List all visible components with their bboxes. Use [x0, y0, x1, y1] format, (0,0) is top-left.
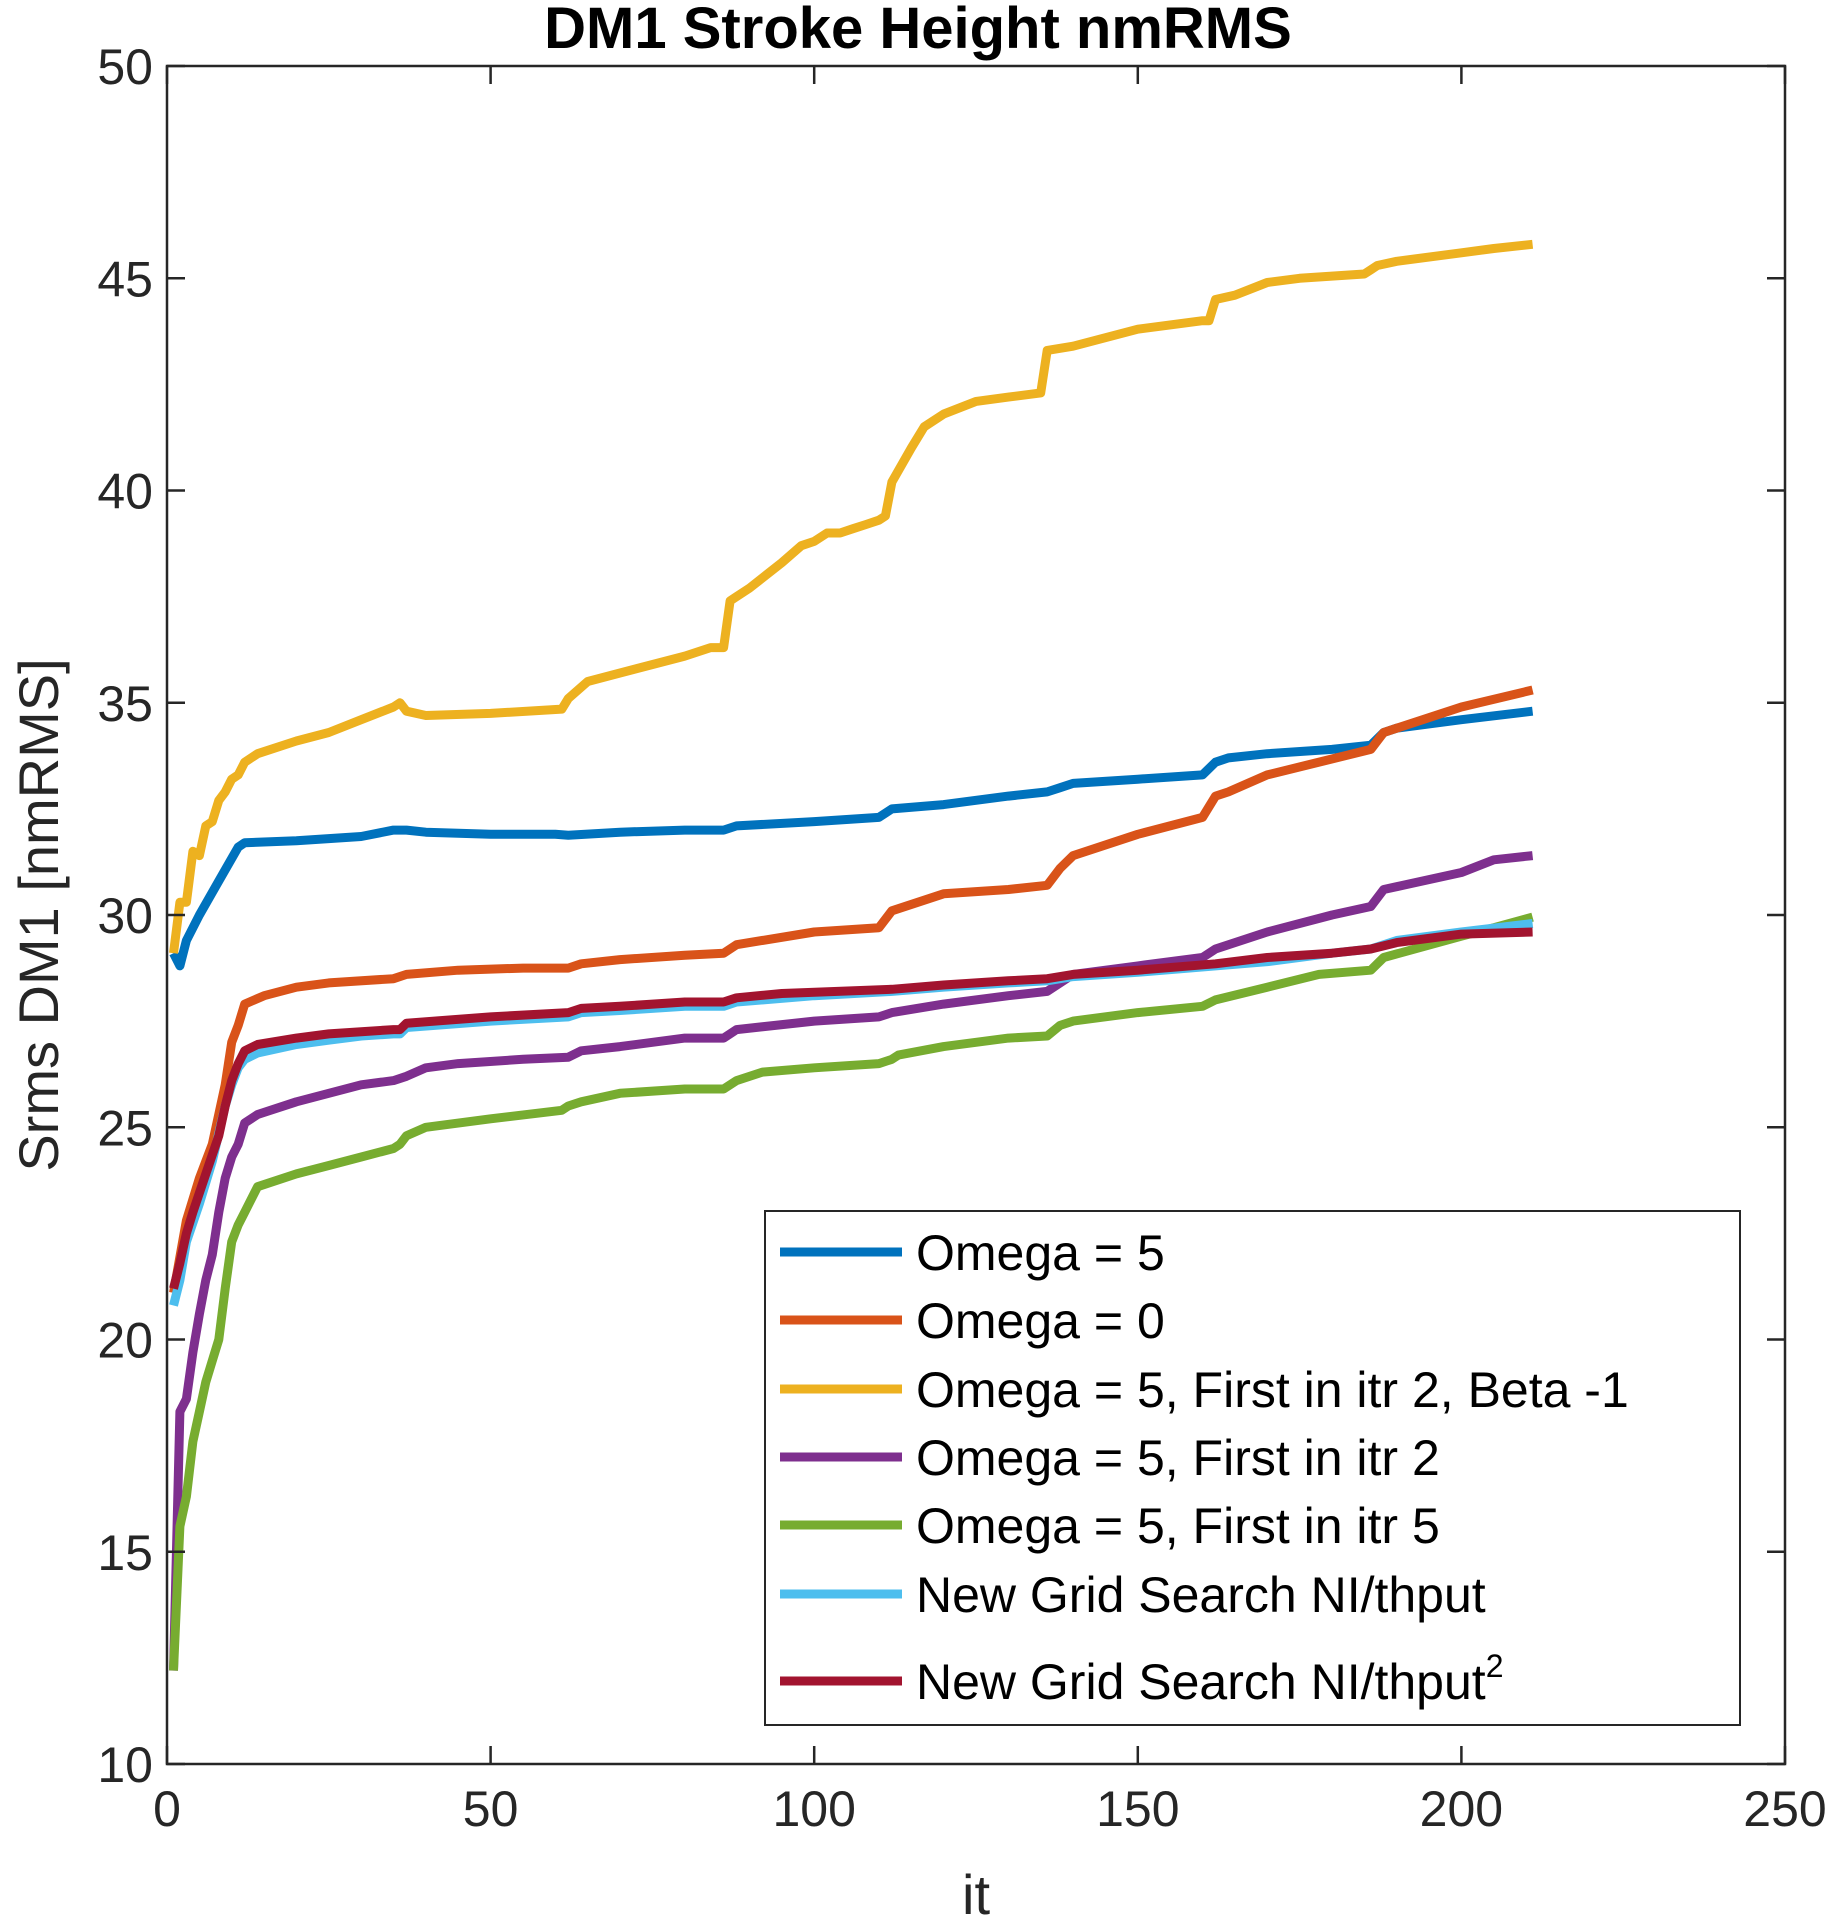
series-line-5	[169, 912, 1534, 1671]
x-tick-label: 200	[1420, 1781, 1503, 1837]
y-tick-label: 15	[97, 1525, 153, 1581]
x-axis-label: it	[962, 1863, 990, 1926]
legend-label: Omega = 5	[916, 1225, 1165, 1281]
legend-entry-2: Omega = 0	[780, 1293, 1165, 1349]
y-tick-label: 10	[97, 1737, 153, 1793]
legend-entry-6: New Grid Search NI/thput	[780, 1567, 1486, 1623]
x-tick-label: 0	[153, 1781, 181, 1837]
series-line-2	[169, 685, 1534, 1294]
chart-title: DM1 Stroke Height nmRMS	[544, 0, 1292, 61]
legend-entry-5: Omega = 5, First in itr 5	[780, 1498, 1440, 1554]
series-layer	[169, 239, 1534, 1671]
x-axis: 0 50 100 150 200 250	[153, 66, 1827, 1837]
legend-label: Omega = 5, First in itr 2	[916, 1430, 1440, 1486]
y-axis: 10 15 20 25 30 35 40 45 50	[97, 39, 1785, 1793]
legend-entry-1: Omega = 5	[780, 1225, 1165, 1281]
y-tick-label: 35	[97, 676, 153, 732]
legend: Omega = 5 Omega = 0 Omega = 5, First in it…	[764, 1210, 1741, 1726]
x-tick-label: 50	[463, 1781, 519, 1837]
x-tick-label: 100	[772, 1781, 855, 1837]
legend-label: Omega = 5, First in itr 2, Beta -1	[916, 1362, 1629, 1418]
legend-label: New Grid Search NI/thput	[916, 1567, 1486, 1623]
y-axis-label: Srms DM1 [nmRMS]	[7, 658, 70, 1171]
legend-label: Omega = 0	[916, 1293, 1165, 1349]
y-tick-label: 25	[97, 1100, 153, 1156]
y-tick-label: 45	[97, 251, 153, 307]
series-line-1	[169, 706, 1534, 971]
series-line-3	[169, 239, 1534, 954]
legend-label: Omega = 5, First in itr 5	[916, 1498, 1440, 1554]
y-tick-label: 40	[97, 464, 153, 520]
x-tick-label: 250	[1743, 1781, 1826, 1837]
x-tick-label: 150	[1096, 1781, 1179, 1837]
legend-label: New Grid Search NI/thput2	[916, 1648, 1503, 1710]
legend-entry-7: New Grid Search NI/thput2	[780, 1648, 1503, 1710]
series-line-7	[169, 927, 1533, 1290]
legend-entry-4: Omega = 5, First in itr 2	[780, 1430, 1440, 1486]
legend-entry-3: Omega = 5, First in itr 2, Beta -1	[780, 1362, 1629, 1418]
y-tick-label: 20	[97, 1313, 153, 1369]
legend-label-superscript: 2	[1486, 1648, 1504, 1684]
legend-box	[764, 1210, 1741, 1726]
series-line-4	[169, 851, 1534, 1671]
y-tick-label: 30	[97, 888, 153, 944]
y-tick-label: 50	[97, 39, 153, 95]
